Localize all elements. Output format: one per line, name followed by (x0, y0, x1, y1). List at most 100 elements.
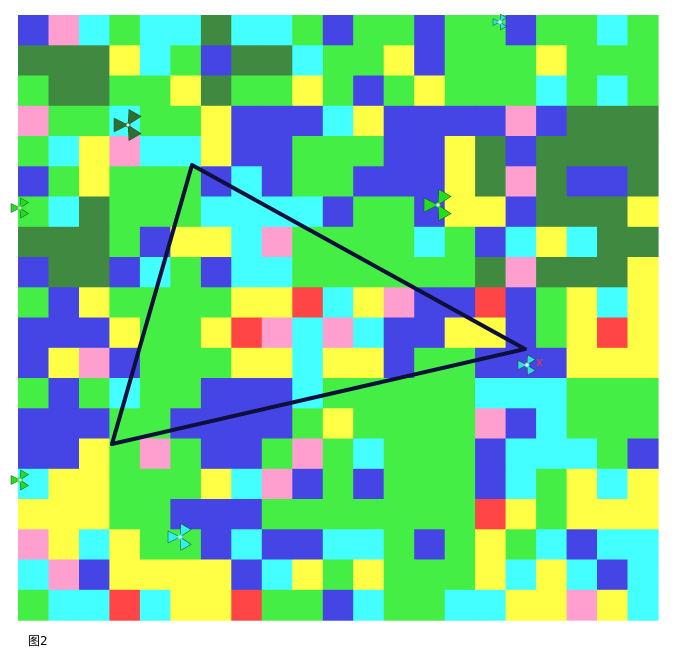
cell (292, 317, 324, 349)
cell (444, 226, 476, 258)
cell (475, 105, 507, 137)
cell (18, 559, 50, 591)
cell (444, 378, 476, 409)
cell (261, 468, 293, 500)
cell (353, 45, 385, 77)
cell (18, 499, 50, 530)
cell (18, 45, 50, 77)
cell (48, 438, 80, 470)
cell (353, 499, 385, 530)
cell (627, 15, 659, 46)
cell (48, 166, 80, 198)
cell (627, 529, 659, 561)
cell (79, 559, 111, 591)
cell (170, 105, 202, 137)
cell (566, 105, 598, 137)
cell (322, 136, 354, 167)
cell (566, 257, 598, 288)
fan-hub (435, 202, 441, 208)
cell (231, 257, 263, 288)
cell (505, 559, 537, 591)
cell (109, 45, 141, 77)
fan-hub (524, 362, 530, 368)
cell (444, 408, 476, 440)
cell (322, 105, 354, 137)
cell (383, 378, 415, 409)
cell (261, 75, 293, 107)
cell (444, 166, 476, 198)
cell (139, 15, 171, 46)
cell (109, 468, 141, 500)
cell (79, 45, 111, 77)
cell (170, 559, 202, 591)
cell (627, 408, 659, 440)
fan-hub (125, 122, 131, 128)
cell (414, 257, 446, 288)
cell (18, 105, 50, 137)
cell (536, 105, 568, 137)
cell (475, 136, 507, 167)
cell (444, 15, 476, 46)
cell (261, 317, 293, 349)
cell (292, 347, 324, 379)
cell (536, 317, 568, 349)
cell (505, 468, 537, 500)
cell (139, 499, 171, 530)
cell-layer (18, 15, 659, 621)
cell (414, 378, 446, 409)
cell (18, 317, 50, 349)
cell (597, 529, 629, 561)
cell (536, 75, 568, 107)
fan-icon (10, 469, 29, 491)
cell (627, 196, 659, 228)
cell (414, 438, 446, 470)
cell (139, 196, 171, 228)
cell (292, 136, 324, 167)
cell (444, 499, 476, 530)
cell (292, 468, 324, 500)
fan-blade (526, 364, 536, 376)
cell (505, 438, 537, 470)
cell (597, 408, 629, 440)
cell (200, 559, 232, 591)
cell (414, 226, 446, 258)
cell (200, 196, 232, 228)
cell (353, 559, 385, 591)
cell (536, 559, 568, 591)
cell (139, 589, 171, 621)
cell (627, 347, 659, 379)
fan-blade (19, 197, 29, 209)
cell (597, 559, 629, 591)
cell (170, 499, 202, 530)
cell (18, 408, 50, 440)
cell (79, 468, 111, 500)
cell (383, 468, 415, 500)
cell (353, 317, 385, 349)
cell (536, 499, 568, 530)
cell (414, 45, 446, 77)
cell (79, 257, 111, 288)
cell (292, 499, 324, 530)
cell (109, 226, 141, 258)
cell (292, 378, 324, 409)
cell (139, 105, 171, 137)
cell (109, 75, 141, 107)
cell (170, 15, 202, 46)
cell (200, 317, 232, 349)
cell (170, 136, 202, 167)
cell (627, 226, 659, 258)
cell (505, 45, 537, 77)
cell (322, 15, 354, 46)
cell (79, 438, 111, 470)
cell (292, 75, 324, 107)
cell (566, 438, 598, 470)
cell (597, 136, 629, 167)
cell (566, 226, 598, 258)
cell (200, 499, 232, 530)
cell (322, 438, 354, 470)
cell (597, 438, 629, 470)
cell (261, 257, 293, 288)
cell (414, 559, 446, 591)
cell (566, 166, 598, 198)
fan-layer (10, 13, 536, 551)
